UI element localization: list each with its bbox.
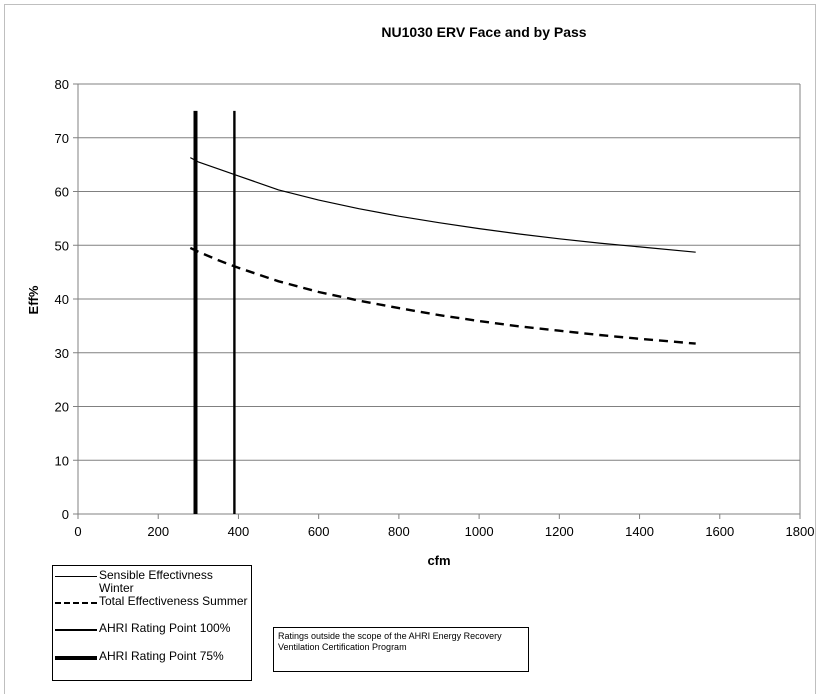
- x-tick-label: 1400: [625, 524, 654, 539]
- y-tick-label: 60: [55, 185, 69, 200]
- x-tick-label: 400: [228, 524, 250, 539]
- legend-item-ahri-100: AHRI Rating Point 100%: [55, 622, 251, 652]
- series-line-total-effectiveness-summer: [189, 246, 696, 345]
- y-tick-label: 0: [62, 507, 69, 522]
- x-tick-label: 1200: [545, 524, 574, 539]
- x-tick-label: 600: [308, 524, 330, 539]
- y-tick-label: 40: [55, 292, 69, 307]
- y-tick-label: 10: [55, 453, 69, 468]
- legend-item-sensible-winter: Sensible Effectivness Winter: [55, 569, 251, 599]
- chart-legend: Sensible Effectivness Winter Total Effec…: [52, 565, 252, 681]
- y-tick-label: 70: [55, 131, 69, 146]
- y-tick-label: 30: [55, 346, 69, 361]
- legend-swatch-dashed: [55, 602, 97, 604]
- series-line-sensible-effectivness-winter: [190, 157, 696, 253]
- legend-swatch-solid-thin: [55, 576, 97, 577]
- legend-label: AHRI Rating Point 75%: [99, 649, 224, 663]
- scope-note: Ratings outside the scope of the AHRI En…: [273, 627, 529, 672]
- x-tick-label: 1600: [705, 524, 734, 539]
- y-tick-label: 50: [55, 238, 69, 253]
- x-tick-label: 800: [388, 524, 410, 539]
- legend-item-ahri-75: AHRI Rating Point 75%: [55, 650, 251, 680]
- legend-label: Total Effectiveness Summer: [99, 594, 248, 608]
- chart-canvas: NU1030 ERV Face and by Pass 0 10 20 30 40 50 6…: [26, 24, 815, 568]
- x-axis-label: cfm: [427, 553, 450, 568]
- x-tick-label: 1000: [465, 524, 494, 539]
- x-tick-label: 1800: [786, 524, 815, 539]
- series-layer: [189, 110, 696, 514]
- grid-lines: [78, 83, 800, 461]
- chart-title: NU1030 ERV Face and by Pass: [381, 24, 586, 40]
- legend-swatch-solid-thick: [55, 656, 97, 660]
- legend-swatch-solid-medium: [55, 629, 97, 631]
- legend-label: AHRI Rating Point 100%: [99, 621, 231, 635]
- legend-item-total-summer: Total Effectiveness Summer: [55, 595, 251, 625]
- x-tick-label: 200: [147, 524, 169, 539]
- legend-label: Sensible Effectivness Winter: [99, 568, 213, 595]
- chart-frame: [4, 4, 816, 694]
- y-tick-label: 20: [55, 400, 69, 415]
- y-tick-label: 80: [55, 77, 69, 92]
- x-tick-label: 0: [74, 524, 81, 539]
- y-axis-label: Eff%: [26, 285, 41, 314]
